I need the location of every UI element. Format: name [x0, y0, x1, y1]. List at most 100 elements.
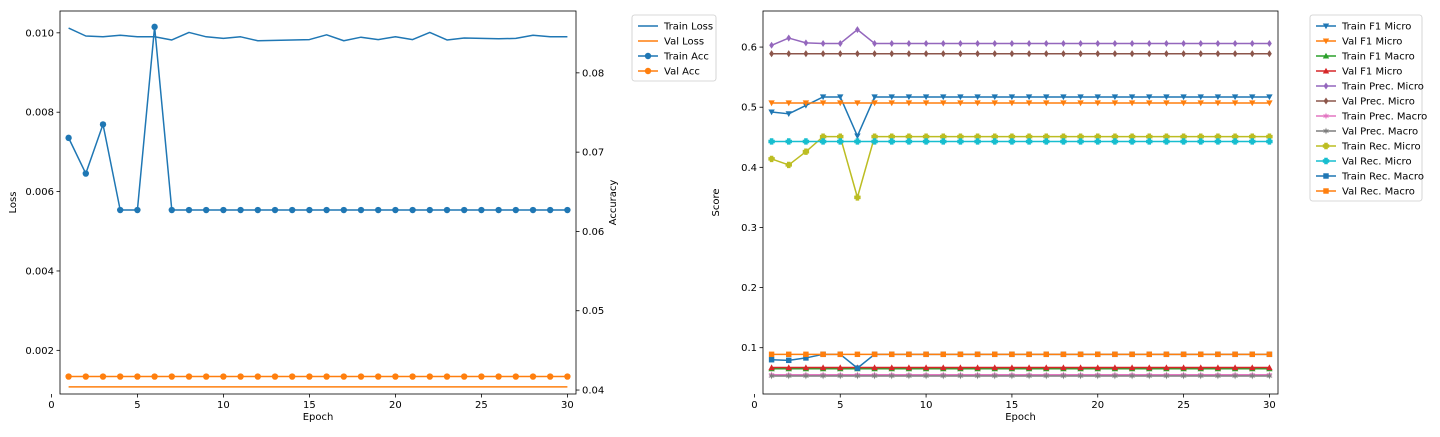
data-point: [1215, 351, 1221, 358]
data-point: [1025, 94, 1033, 101]
legend-marker: [1322, 142, 1330, 150]
x-tick-label: 0: [48, 400, 54, 411]
data-point: [117, 373, 124, 380]
legend: Train F1 Micro Val F1 Micro Train F1 Macro…: [1309, 14, 1427, 202]
data-point: [940, 372, 947, 380]
data-point: [991, 100, 998, 107]
data-point: [1111, 100, 1119, 107]
data-point: [768, 372, 775, 380]
data-point: [203, 373, 210, 380]
data-point: [992, 39, 998, 47]
legend-item: Val Rec. Macro: [1316, 187, 1415, 198]
data-point: [529, 206, 537, 214]
data-point: [957, 94, 964, 101]
data-point: [1008, 133, 1016, 140]
legend-label: Val Loss: [664, 37, 704, 48]
data-point: [1043, 364, 1050, 371]
data-point: [802, 372, 809, 380]
data-point: [871, 351, 878, 358]
data-point: [1163, 100, 1170, 107]
data-point: [1198, 351, 1204, 358]
data-point: [1214, 133, 1222, 140]
data-point: [768, 109, 775, 116]
data-point: [1146, 100, 1153, 107]
x-axis-label: Epoch: [1005, 412, 1036, 423]
data-point: [1043, 94, 1050, 101]
data-point: [786, 50, 792, 58]
data-point: [512, 206, 519, 214]
data-point: [837, 364, 844, 371]
legend-marker: [1322, 67, 1330, 74]
legend-item: Train Prec. Micro: [1316, 82, 1424, 93]
data-point: [1043, 138, 1050, 145]
series-train-f1-macro: [768, 365, 1273, 372]
legend-item: Train Prec. Macro: [1316, 112, 1427, 123]
data-point: [426, 373, 433, 380]
data-point: [1111, 372, 1118, 380]
data-point: [905, 372, 912, 380]
data-point: [443, 373, 451, 380]
data-point: [1249, 39, 1255, 47]
data-point: [547, 373, 554, 380]
data-point: [220, 373, 227, 380]
data-point: [940, 364, 947, 371]
legend-label: Val Rec. Macro: [1342, 187, 1415, 198]
data-point: [940, 351, 946, 358]
data-point: [888, 133, 895, 140]
data-point: [1214, 138, 1222, 145]
series-train-rec-micro: [768, 133, 1273, 201]
data-point: [889, 39, 895, 47]
legend-label: Train Rec. Micro: [1341, 142, 1421, 153]
legend-label: Val F1 Micro: [1342, 67, 1402, 78]
data-point: [854, 365, 861, 371]
data-point: [1214, 364, 1222, 371]
x-tick-label: 5: [837, 400, 843, 411]
data-point: [99, 121, 107, 128]
data-point: [1146, 364, 1153, 371]
x-tick-label: 25: [1177, 400, 1190, 411]
legend-marker: [1322, 112, 1330, 120]
data-point: [905, 100, 913, 107]
series-val-f1-micro: [768, 100, 1273, 107]
series-train-acc: [65, 23, 571, 214]
data-point: [99, 373, 107, 380]
series-val-prec-micro: [769, 50, 1272, 58]
y-axis-label: Loss: [8, 192, 19, 214]
data-point: [1077, 138, 1084, 145]
data-point: [854, 138, 861, 145]
data-point: [1214, 372, 1221, 380]
data-point: [1266, 100, 1273, 107]
data-point: [1180, 133, 1187, 140]
legend-label: Train F1 Micro: [1341, 22, 1411, 33]
data-point: [1129, 372, 1136, 380]
data-point: [1231, 138, 1239, 145]
series-line: [771, 96, 1270, 137]
data-point: [1215, 39, 1221, 47]
data-point: [854, 372, 861, 380]
y-right-tick-label: 0.04: [582, 386, 604, 397]
legend-label: Train F1 Macro: [1341, 52, 1415, 63]
data-point: [1197, 100, 1204, 107]
y-tick-label: 0.2: [741, 283, 757, 294]
data-point: [854, 133, 861, 140]
data-point: [1214, 100, 1222, 107]
data-point: [134, 206, 141, 214]
data-point: [922, 133, 930, 140]
data-point: [905, 94, 913, 101]
legend: Train Loss Val Loss Train Acc Val Acc: [631, 14, 717, 82]
data-point: [1060, 100, 1067, 107]
series-train-prec-micro: [769, 26, 1272, 49]
data-point: [837, 351, 843, 358]
x-tick-label: 30: [1263, 400, 1276, 411]
data-point: [1111, 133, 1119, 140]
data-point: [1008, 372, 1015, 380]
data-point: [854, 100, 861, 107]
data-point: [1043, 133, 1050, 140]
data-point: [974, 100, 981, 107]
data-point: [837, 133, 844, 140]
data-point: [871, 364, 878, 371]
series-train-f1-micro: [768, 94, 1273, 140]
data-point: [1180, 372, 1187, 380]
data-point: [974, 138, 981, 145]
y-tick-label: 0.010: [25, 28, 54, 39]
